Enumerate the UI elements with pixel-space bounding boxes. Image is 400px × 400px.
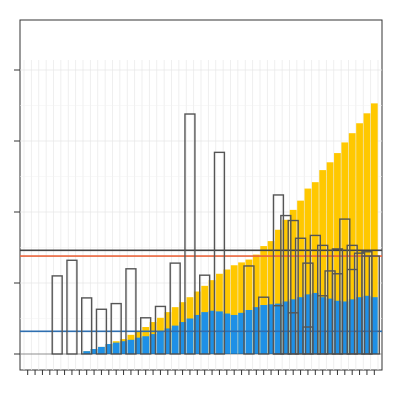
stacked-bar-bottom xyxy=(134,337,142,354)
stacked-bar-bottom xyxy=(223,313,231,354)
stacked-bar-bottom xyxy=(201,312,209,354)
stacked-bar-bottom xyxy=(311,292,319,354)
stacked-bar-top xyxy=(311,182,319,354)
stacked-bar-top xyxy=(260,246,268,354)
stacked-bar-bottom xyxy=(112,342,120,354)
stacked-bar-top xyxy=(363,113,371,354)
stacked-bar-top xyxy=(282,219,290,354)
stacked-bar-top xyxy=(267,241,275,354)
stacked-bar-bottom xyxy=(83,351,91,354)
stacked-bar-bottom xyxy=(348,299,356,354)
stacked-bar-top xyxy=(356,123,363,354)
stacked-bar-top xyxy=(334,153,341,354)
stacked-bar-bottom xyxy=(127,339,135,354)
stacked-bar-bottom xyxy=(164,328,172,354)
stacked-bar-bottom xyxy=(304,294,312,354)
stacked-bar-bottom xyxy=(326,298,334,354)
stacked-bar-bottom xyxy=(282,301,290,354)
stacked-bar-bottom xyxy=(260,305,268,354)
stacked-bar-bottom xyxy=(289,299,297,354)
stacked-bar-bottom xyxy=(186,318,194,354)
stacked-bar-bottom xyxy=(319,297,327,354)
stacked-bar-bottom xyxy=(171,325,179,354)
stacked-bar-bottom xyxy=(341,301,349,354)
stacked-bar-bottom xyxy=(238,312,245,354)
stacked-bar-bottom xyxy=(149,334,157,354)
stacked-bar-bottom xyxy=(363,295,371,354)
stacked-bar-bottom xyxy=(230,314,238,354)
stacked-bar-bottom xyxy=(216,311,223,354)
stacked-bar-top xyxy=(326,162,334,354)
stacked-bar-top xyxy=(319,170,327,354)
stacked-bar-top xyxy=(297,200,304,354)
stacked-bar-top xyxy=(304,188,312,354)
stacked-bar-bottom xyxy=(120,341,127,354)
stacked-bar-bottom xyxy=(334,300,341,354)
stacked-bar-bottom xyxy=(98,346,105,354)
stacked-bar-bottom xyxy=(267,304,275,354)
stacked-bar-bottom xyxy=(105,344,113,354)
stacked-bar-bottom xyxy=(90,349,98,354)
stacked-bar-top xyxy=(223,269,231,354)
stacked-bar-top xyxy=(275,229,282,354)
stacked-bar-top xyxy=(348,133,356,354)
stacked-bar-bottom xyxy=(356,297,363,354)
stacked-bar-bottom xyxy=(193,314,201,354)
stacked-bar-top xyxy=(289,209,297,354)
stacked-bar-bottom xyxy=(297,297,304,354)
stacked-bar-top xyxy=(341,142,349,354)
stacked-bar-top xyxy=(252,254,260,354)
stacked-bar-bottom xyxy=(275,303,282,354)
stacked-bar-bottom xyxy=(157,331,164,354)
stacked-bar-top xyxy=(230,265,238,354)
stacked-bar-top xyxy=(238,262,245,354)
stacked-bar-top xyxy=(370,103,378,355)
stacked-bar-bottom xyxy=(208,310,216,354)
stacked-bar-bottom xyxy=(370,297,378,354)
stacked-bar-bottom xyxy=(179,322,186,354)
stacked-bar-bottom xyxy=(142,336,150,354)
stacked-bar-top xyxy=(245,259,253,354)
